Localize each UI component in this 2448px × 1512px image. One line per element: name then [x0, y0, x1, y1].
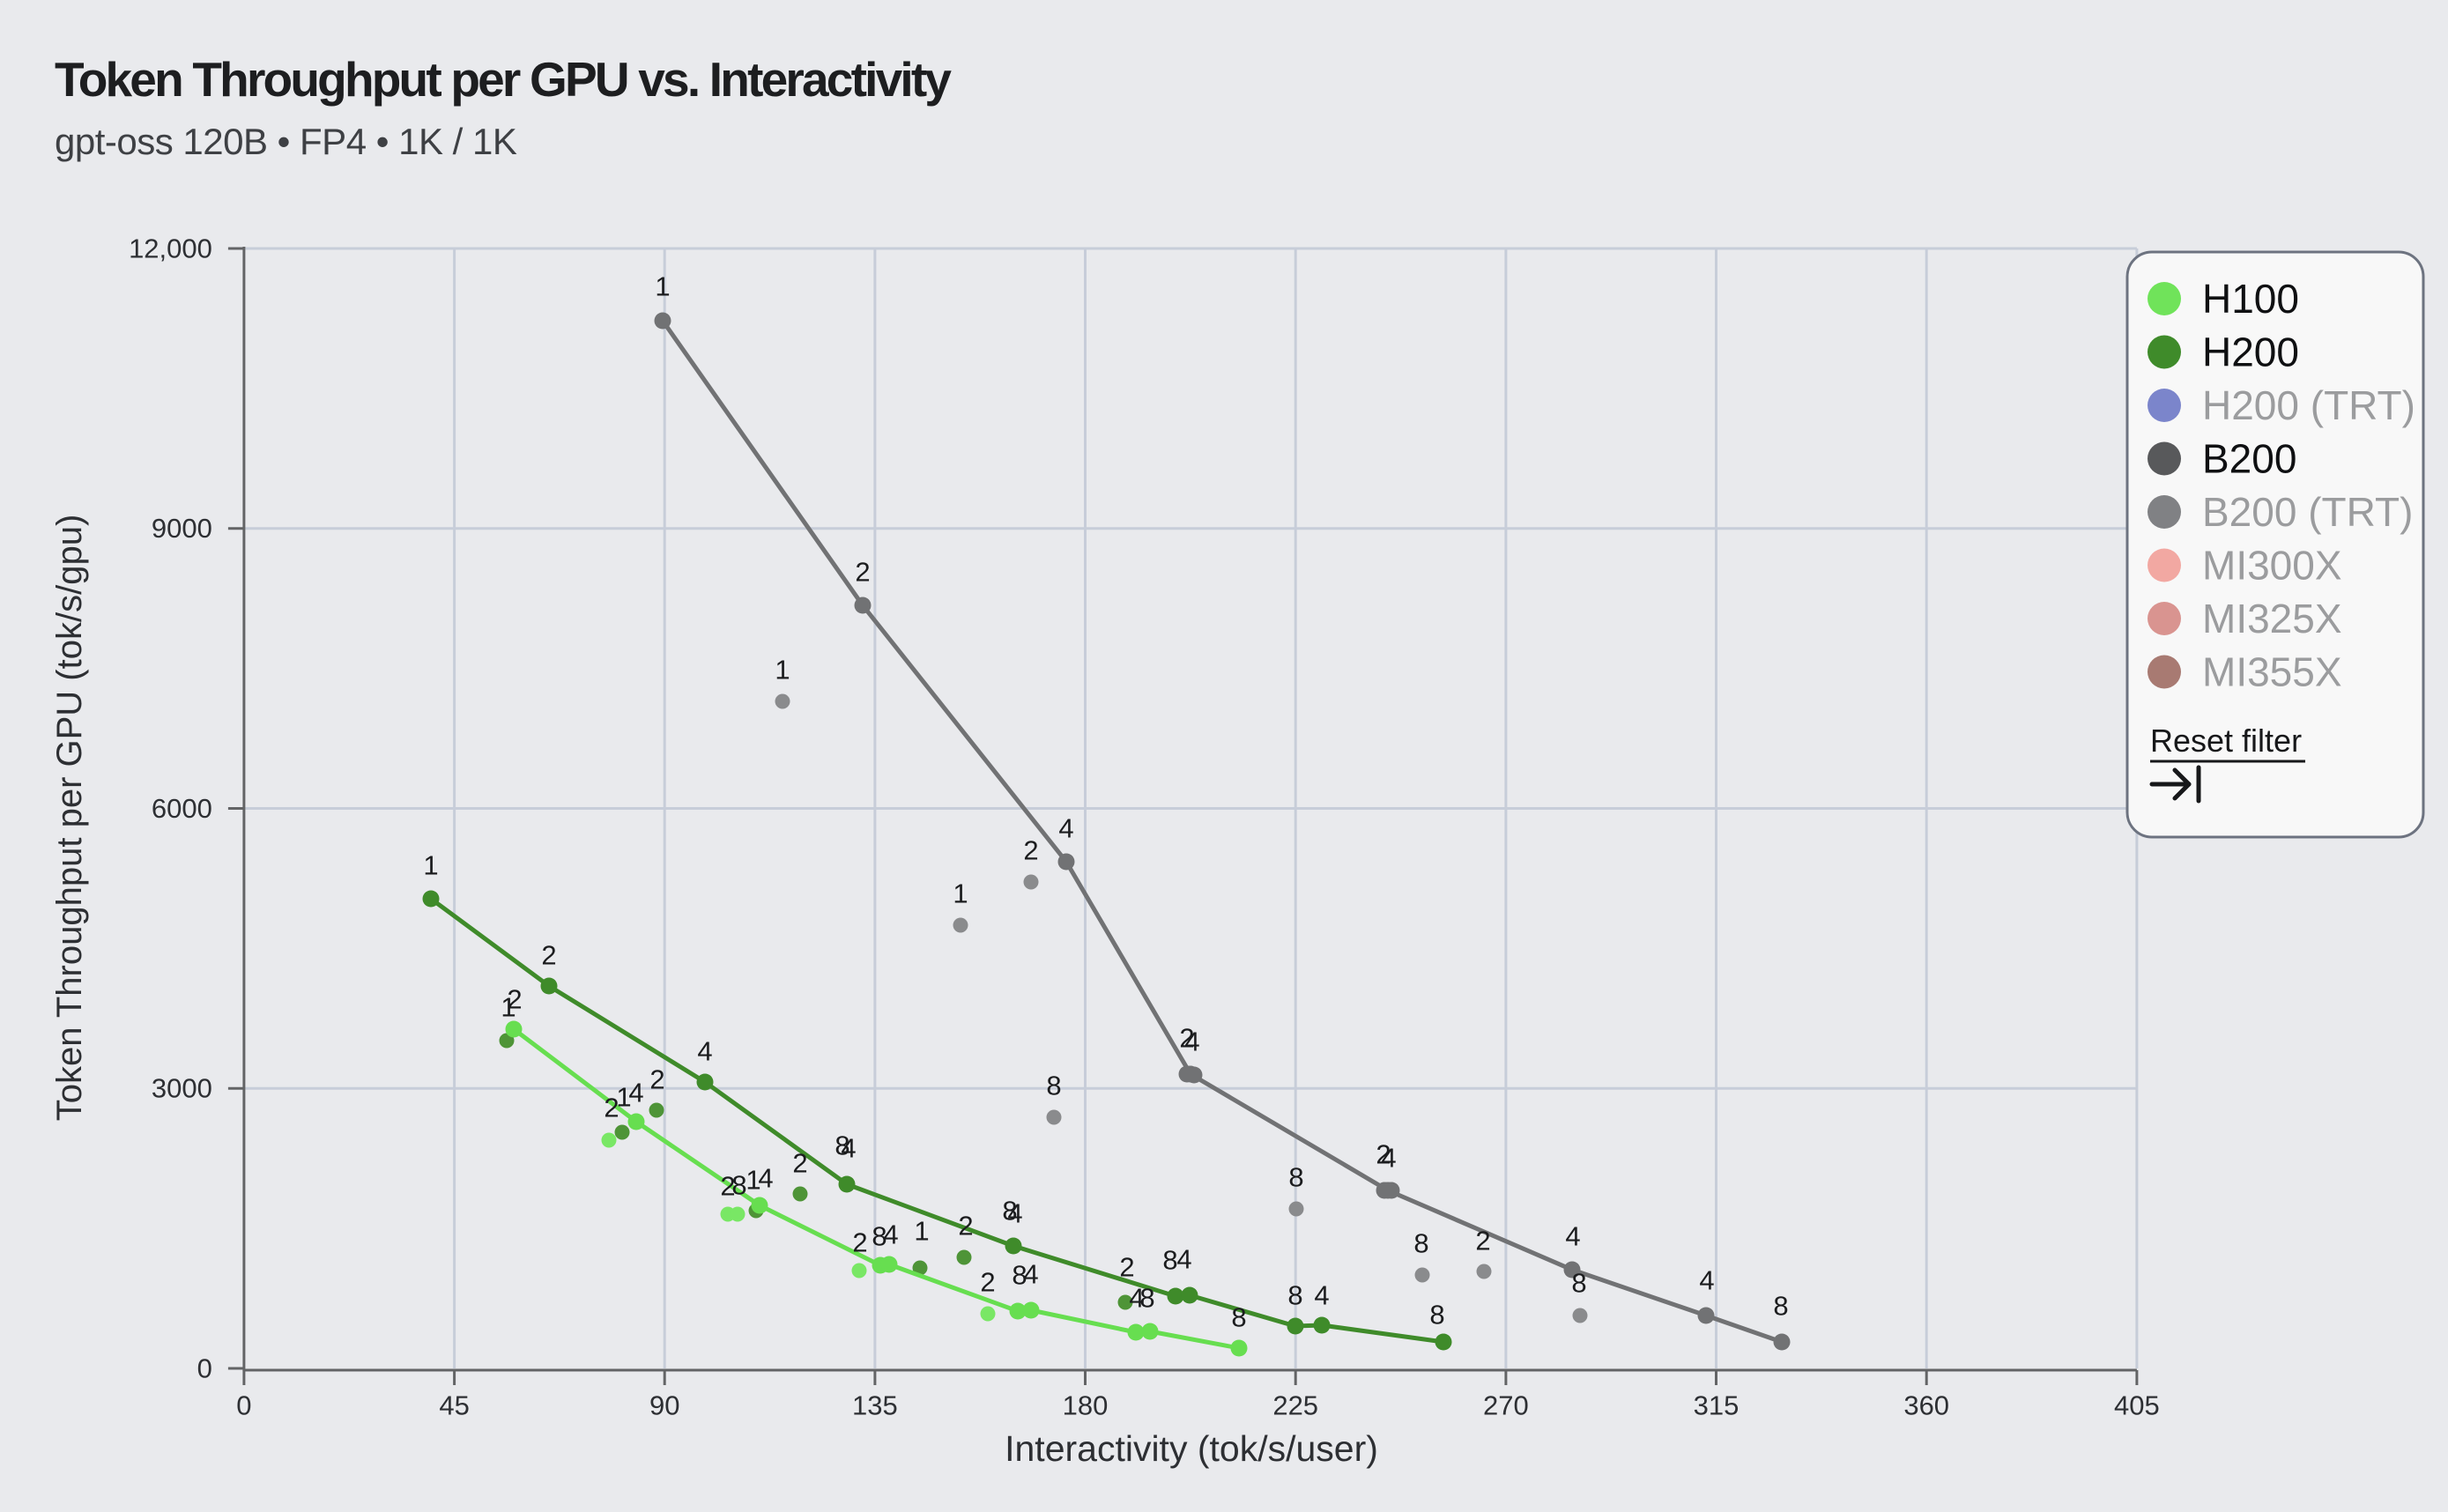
svg-text:gpt-oss 120B • FP4 • 1K / 1K: gpt-oss 120B • FP4 • 1K / 1K	[55, 121, 517, 162]
svg-text:1: 1	[423, 850, 438, 881]
svg-text:8: 8	[1002, 1196, 1017, 1227]
svg-text:315: 315	[1694, 1390, 1740, 1421]
svg-text:2: 2	[541, 940, 556, 971]
svg-text:1: 1	[655, 271, 670, 302]
svg-text:B200: B200	[2202, 436, 2296, 482]
svg-text:4: 4	[883, 1219, 898, 1250]
svg-text:8: 8	[1139, 1283, 1154, 1314]
svg-text:8: 8	[872, 1221, 886, 1252]
svg-text:45: 45	[439, 1390, 469, 1421]
svg-text:8: 8	[1287, 1280, 1302, 1311]
svg-text:1: 1	[616, 1082, 631, 1113]
svg-text:1: 1	[746, 1165, 760, 1196]
svg-text:4: 4	[697, 1036, 712, 1067]
svg-text:2: 2	[1119, 1252, 1134, 1283]
svg-text:3000: 3000	[152, 1073, 212, 1104]
svg-text:2: 2	[852, 1227, 867, 1258]
svg-text:8: 8	[1429, 1300, 1444, 1330]
svg-text:4: 4	[1007, 1198, 1022, 1229]
svg-text:Token Throughput per GPU vs. I: Token Throughput per GPU vs. Interactivi…	[55, 52, 952, 107]
svg-text:1: 1	[953, 878, 968, 909]
svg-text:8: 8	[1288, 1162, 1303, 1193]
svg-text:H200 (TRT): H200 (TRT)	[2202, 382, 2415, 428]
svg-text:2: 2	[720, 1171, 735, 1202]
svg-text:2: 2	[604, 1093, 619, 1123]
svg-text:9000: 9000	[152, 513, 212, 544]
svg-text:8: 8	[1046, 1071, 1061, 1101]
svg-text:MI300X: MI300X	[2202, 543, 2342, 589]
svg-text:180: 180	[1063, 1390, 1109, 1421]
svg-text:2: 2	[980, 1267, 995, 1298]
svg-text:2: 2	[1376, 1139, 1391, 1170]
svg-text:4: 4	[841, 1133, 856, 1164]
svg-text:1: 1	[501, 992, 516, 1023]
svg-text:4: 4	[1565, 1221, 1580, 1252]
svg-text:1: 1	[775, 655, 790, 686]
svg-text:4: 4	[1184, 1027, 1199, 1057]
svg-text:MI355X: MI355X	[2202, 649, 2342, 695]
svg-text:2: 2	[958, 1211, 973, 1241]
svg-text:8: 8	[1012, 1260, 1027, 1291]
svg-text:2: 2	[1475, 1226, 1490, 1256]
svg-text:4: 4	[1023, 1259, 1038, 1290]
svg-text:270: 270	[1483, 1390, 1529, 1421]
svg-text:12,000: 12,000	[129, 233, 212, 264]
svg-text:4: 4	[1314, 1280, 1329, 1311]
svg-text:2: 2	[649, 1064, 664, 1095]
svg-text:90: 90	[649, 1390, 679, 1421]
svg-text:4: 4	[1381, 1143, 1396, 1174]
svg-text:Token Throughput per GPU (tok/: Token Throughput per GPU (tok/s/gpu)	[50, 515, 89, 1122]
svg-text:360: 360	[1903, 1390, 1949, 1421]
svg-text:4: 4	[1176, 1244, 1191, 1275]
svg-text:B200 (TRT): B200 (TRT)	[2202, 489, 2413, 535]
svg-text:4: 4	[758, 1163, 773, 1194]
svg-text:225: 225	[1272, 1390, 1318, 1421]
svg-text:8: 8	[731, 1170, 746, 1201]
svg-text:135: 135	[852, 1390, 898, 1421]
svg-text:2: 2	[1023, 835, 1038, 866]
svg-text:Reset filter: Reset filter	[2150, 723, 2302, 759]
svg-text:2: 2	[855, 557, 870, 588]
svg-text:2: 2	[507, 984, 522, 1015]
svg-text:8: 8	[1413, 1228, 1428, 1259]
svg-text:8: 8	[1571, 1268, 1586, 1299]
svg-text:4: 4	[1699, 1265, 1714, 1296]
svg-text:H100: H100	[2202, 276, 2299, 322]
svg-text:2: 2	[792, 1148, 807, 1179]
svg-text:8: 8	[1773, 1291, 1788, 1322]
svg-text:405: 405	[2114, 1390, 2160, 1421]
svg-text:0: 0	[197, 1353, 212, 1384]
svg-text:0: 0	[236, 1390, 251, 1421]
svg-text:H200: H200	[2202, 330, 2299, 375]
svg-text:4: 4	[628, 1078, 643, 1108]
svg-text:8: 8	[835, 1130, 849, 1161]
svg-text:8: 8	[1162, 1245, 1177, 1276]
svg-text:4: 4	[1129, 1283, 1144, 1314]
svg-text:6000: 6000	[152, 793, 212, 824]
svg-text:8: 8	[1231, 1302, 1246, 1333]
svg-text:2: 2	[1179, 1023, 1194, 1054]
svg-text:Interactivity (tok/s/user): Interactivity (tok/s/user)	[1005, 1428, 1378, 1469]
svg-text:4: 4	[1058, 813, 1073, 844]
svg-text:MI325X: MI325X	[2202, 596, 2342, 641]
svg-text:1: 1	[914, 1216, 929, 1247]
